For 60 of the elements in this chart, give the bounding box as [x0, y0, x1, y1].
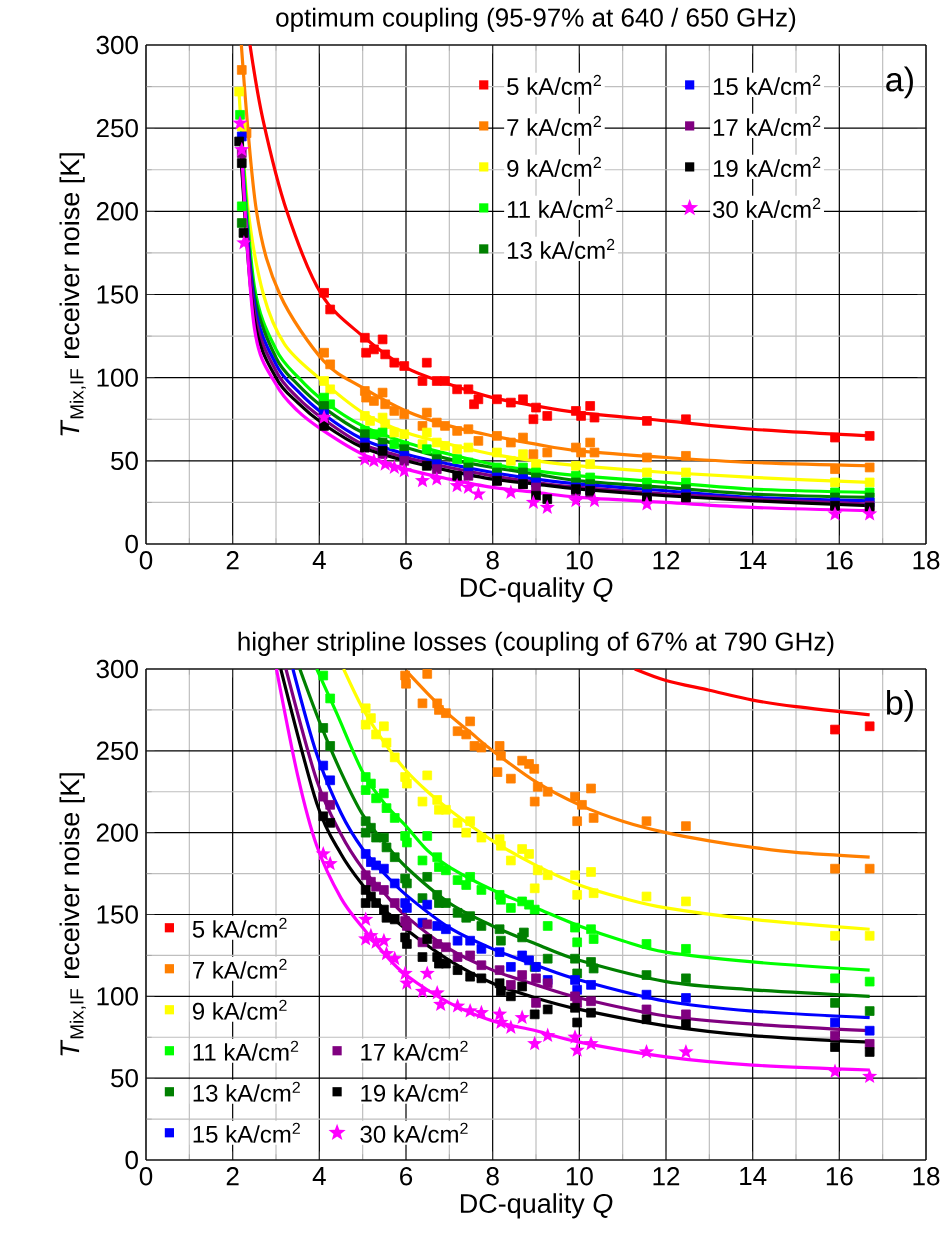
- legend-label: 13 kA/cm$^{2}$: [507, 238, 615, 259]
- y-axis-title: T$_{Mix,IF}$ receiver noise [K]: [59, 153, 86, 436]
- y-tick-label: 300: [96, 659, 138, 679]
- x-tick-label: 18: [913, 551, 940, 570]
- x-tick-label: 18: [913, 1167, 940, 1186]
- x-tick-label: 10: [566, 551, 593, 570]
- legend-label: 30 kA/cm$^{2}$: [360, 1122, 468, 1143]
- x-tick-label: 10: [566, 1167, 593, 1186]
- legend-label: 9 kA/cm$^{2}$: [507, 156, 601, 177]
- legend-label: 17 kA/cm$^{2}$: [713, 115, 821, 136]
- y-tick-label: 250: [96, 741, 138, 761]
- legend-label: 5 kA/cm$^{2}$: [192, 917, 287, 938]
- legend-label: 13 kA/cm$^{2}$: [193, 1081, 300, 1102]
- x-tick-label: 0: [139, 551, 153, 570]
- x-axis-title: DC-quality Q: [460, 1193, 613, 1219]
- legend-label: 7 kA/cm$^{2}$: [193, 958, 287, 979]
- legend-label: 30 kA/cm$^{2}$: [712, 197, 821, 218]
- legend-label: 17 kA/cm$^{2}$: [361, 1040, 468, 1061]
- chart-title: higher stripline losses (coupling of 67% at 790 GHz): [238, 631, 834, 656]
- x-tick-label: 2: [226, 1167, 239, 1186]
- x-tick-label: 6: [400, 1167, 413, 1186]
- y-tick-label: 0: [125, 1150, 138, 1170]
- legend-label: 19 kA/cm$^{2}$: [713, 156, 821, 177]
- annotation: b): [887, 690, 913, 722]
- legend-label: 11 kA/cm$^{2}$: [507, 197, 613, 218]
- legend-label: 9 kA/cm$^{2}$: [192, 999, 287, 1020]
- x-tick-label: 14: [740, 551, 767, 569]
- x-tick-label: 4: [312, 551, 326, 569]
- chart-title: optimum coupling (95-97% at 640 / 650 GHz): [276, 7, 796, 32]
- y-tick-label: 100: [97, 987, 138, 1006]
- y-axis-title: T$_{Mix,IF}$ receiver noise [K]: [59, 773, 86, 1056]
- x-tick-label: 16: [826, 551, 853, 570]
- legend-label: 15 kA/cm$^{2}$: [193, 1122, 300, 1143]
- annotation: a): [886, 66, 913, 99]
- x-tick-label: 16: [826, 1167, 853, 1186]
- x-tick-label: 2: [226, 551, 239, 570]
- y-tick-label: 0: [125, 534, 138, 554]
- x-tick-label: 12: [653, 1167, 680, 1186]
- y-tick-label: 250: [96, 118, 138, 138]
- y-tick-label: 200: [96, 823, 138, 842]
- x-tick-label: 6: [400, 551, 413, 570]
- y-tick-label: 150: [97, 285, 138, 304]
- x-tick-label: 8: [486, 1167, 499, 1186]
- x-tick-label: 12: [653, 551, 680, 570]
- y-tick-label: 100: [97, 368, 138, 387]
- y-tick-label: 200: [96, 202, 138, 221]
- x-tick-label: 4: [312, 1167, 326, 1185]
- x-tick-label: 8: [486, 551, 499, 570]
- y-tick-label: 150: [97, 905, 138, 924]
- legend-label: 5 kA/cm$^{2}$: [507, 74, 601, 95]
- y-tick-label: 50: [111, 1068, 138, 1088]
- y-tick-label: 50: [111, 451, 138, 471]
- legend-label: 15 kA/cm$^{2}$: [713, 74, 821, 95]
- x-tick-label: 14: [740, 1167, 767, 1185]
- x-axis-title: DC-quality Q: [460, 577, 613, 603]
- y-tick-label: 300: [96, 35, 138, 55]
- legend-label: 11 kA/cm$^{2}$: [193, 1040, 299, 1061]
- legend-label: 7 kA/cm$^{2}$: [507, 115, 601, 136]
- x-tick-label: 0: [139, 1167, 153, 1186]
- legend-label: 19 kA/cm$^{2}$: [361, 1081, 468, 1102]
